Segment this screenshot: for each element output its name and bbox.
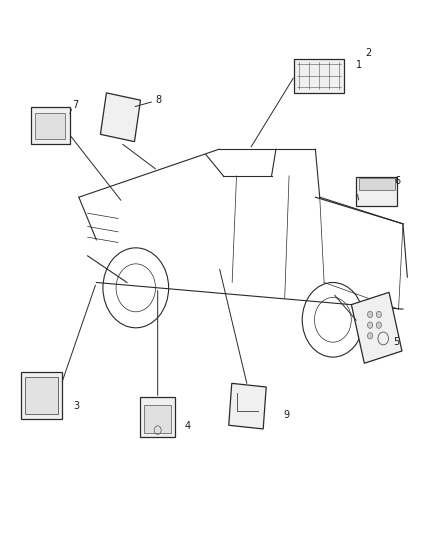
Text: 7: 7 (72, 100, 78, 110)
Text: 8: 8 (155, 95, 162, 104)
FancyBboxPatch shape (35, 112, 65, 139)
FancyBboxPatch shape (31, 107, 70, 143)
FancyBboxPatch shape (140, 397, 175, 437)
FancyBboxPatch shape (351, 292, 402, 364)
Text: 6: 6 (395, 176, 401, 186)
Circle shape (367, 311, 373, 318)
FancyBboxPatch shape (25, 376, 58, 415)
Text: 5: 5 (393, 337, 399, 347)
FancyBboxPatch shape (100, 93, 141, 142)
FancyBboxPatch shape (144, 405, 171, 433)
FancyBboxPatch shape (21, 372, 62, 419)
Circle shape (367, 322, 373, 328)
FancyBboxPatch shape (359, 178, 395, 190)
FancyBboxPatch shape (356, 177, 397, 206)
Text: 2: 2 (366, 49, 372, 58)
Text: 9: 9 (284, 410, 290, 419)
Text: 1: 1 (356, 60, 362, 70)
Circle shape (376, 311, 381, 318)
Text: 4: 4 (184, 422, 191, 431)
Circle shape (367, 333, 373, 339)
Circle shape (376, 322, 381, 328)
FancyBboxPatch shape (229, 383, 266, 429)
FancyBboxPatch shape (294, 59, 344, 93)
Text: 3: 3 (74, 401, 80, 411)
